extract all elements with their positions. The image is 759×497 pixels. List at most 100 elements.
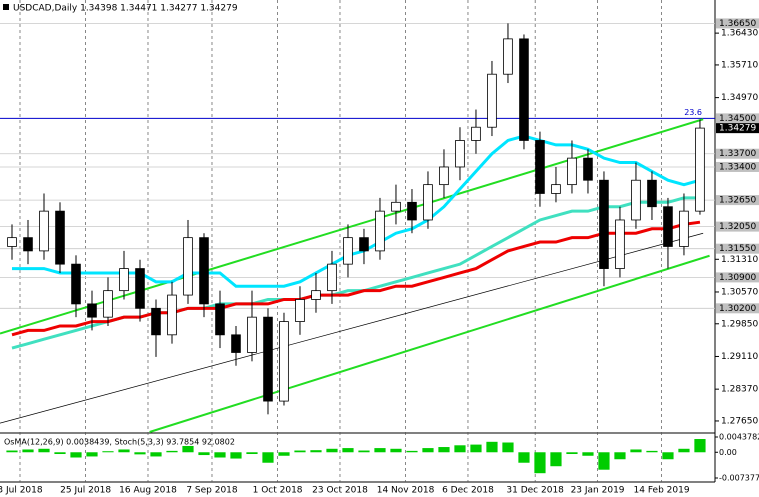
level-label: 1.32650 — [719, 196, 756, 206]
osma-bar — [22, 449, 34, 453]
x-tick-label: 23 Jan 2019 — [571, 486, 625, 496]
candle-body — [247, 316, 257, 353]
osma-bar — [582, 452, 594, 456]
candle-body — [663, 206, 673, 247]
fib-label: 1.34500 — [719, 114, 756, 124]
candle-body — [391, 201, 401, 212]
osma-bar — [630, 449, 642, 453]
x-tick-label: 25 Jul 2018 — [60, 486, 111, 496]
osma-bar — [646, 450, 658, 453]
osma-bar — [454, 445, 466, 453]
candle-body — [407, 201, 417, 221]
candle-body — [535, 140, 545, 194]
x-tick-label: 6 Dec 2018 — [442, 486, 494, 496]
osma-bar — [502, 442, 514, 453]
trendline — [0, 118, 704, 335]
x-tick-label: 14 Nov 2018 — [377, 486, 435, 496]
osma-bar — [518, 452, 530, 463]
osma-bar — [422, 448, 434, 453]
level-box — [716, 221, 759, 232]
level-box — [716, 303, 759, 314]
y2-tick-label: -0.0073770 — [719, 474, 759, 483]
candle-body — [23, 237, 33, 252]
candle-body — [439, 166, 449, 186]
candle-body — [567, 157, 577, 186]
osma-bar — [38, 448, 50, 453]
osma-bar — [166, 450, 178, 453]
osma-bar — [694, 439, 706, 453]
level-box — [716, 18, 759, 29]
level-box — [716, 195, 759, 206]
candle-body — [455, 140, 465, 168]
x-tick-label: 16 Aug 2018 — [119, 486, 177, 496]
osma-bar — [70, 452, 82, 458]
moving-average — [11, 220, 701, 337]
osma-bar — [390, 448, 402, 453]
osma-bar — [86, 452, 98, 457]
x-tick-label: 31 Dec 2018 — [506, 486, 564, 496]
candle-body — [551, 184, 561, 194]
candle-body — [7, 237, 17, 247]
candle-body — [103, 290, 113, 318]
level-label: 1.33700 — [719, 149, 756, 159]
candle-body — [183, 237, 193, 296]
osma-bar — [342, 448, 354, 453]
oscillator-title: OsMA(12,26,9) 0.0038439, Stoch(5,3,3) 93… — [4, 438, 235, 447]
last-price-label: 1.34279 — [719, 124, 756, 134]
candle-body — [471, 126, 481, 141]
candle-body — [583, 157, 593, 181]
candle-body — [71, 263, 81, 305]
osma-bar — [198, 452, 210, 456]
trendline — [0, 232, 704, 424]
osma-bar — [310, 450, 322, 453]
last-price-box — [716, 123, 759, 134]
osma-bar — [406, 450, 418, 453]
candle-body — [615, 219, 625, 269]
fib-ratio: 23.6 — [684, 108, 702, 117]
x-tick-label: 3 Jul 2018 — [0, 486, 43, 496]
osma-bar — [54, 452, 66, 455]
osma-bar — [230, 452, 242, 459]
osma-bar — [150, 452, 162, 457]
candle-body — [199, 237, 209, 305]
y-tick-label: 1.34970 — [721, 93, 758, 103]
candle-body — [519, 38, 529, 141]
osma-bar — [566, 452, 578, 455]
level-label: 1.31550 — [719, 244, 756, 254]
osma-bar — [118, 449, 130, 453]
y-tick-label: 1.30570 — [721, 287, 758, 297]
candle-body — [39, 210, 49, 252]
level-label: 1.30200 — [719, 304, 756, 314]
candle-body — [311, 290, 321, 300]
y-tick-label: 1.27650 — [721, 416, 758, 426]
osma-bar — [278, 452, 290, 456]
chart-title: USDCAD,Daily 1.34398 1.34471 1.34277 1.3… — [13, 4, 238, 14]
y-tick-label: 1.29110 — [721, 352, 758, 362]
y2-tick-label: 0.0043782 — [719, 433, 759, 442]
osma-bar — [598, 452, 610, 470]
y2-tick-label: 0.00 — [719, 448, 737, 457]
level-box — [716, 272, 759, 283]
x-tick-label: 14 Feb 2019 — [634, 486, 690, 496]
osma-bar — [470, 444, 482, 453]
osma-bar — [662, 452, 674, 460]
osma-bar — [6, 450, 18, 453]
osma-bar — [614, 452, 626, 460]
osma-bar — [214, 452, 226, 458]
osma-bar — [486, 441, 498, 453]
osma-bar — [326, 448, 338, 453]
candle-body — [647, 179, 657, 208]
candle-body — [343, 237, 353, 265]
level-label: 1.32050 — [719, 222, 756, 232]
candle-body — [679, 210, 689, 247]
candle-body — [231, 334, 241, 353]
osma-bar — [262, 452, 274, 463]
candle-body — [55, 210, 65, 265]
candle-body — [135, 268, 145, 309]
y-tick-label: 1.31310 — [721, 255, 758, 265]
osma-bar — [534, 452, 546, 474]
osma-bar — [182, 445, 194, 453]
osma-bar — [134, 452, 146, 455]
level-box — [716, 161, 759, 172]
